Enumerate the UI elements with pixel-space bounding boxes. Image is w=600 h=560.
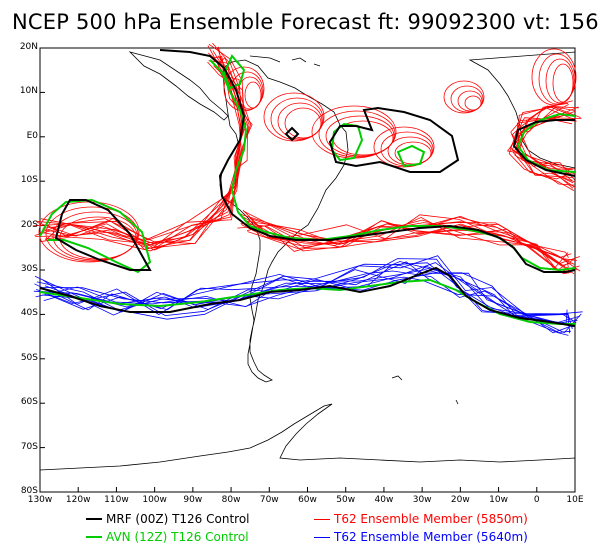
lon-tick-label: 60w <box>298 495 317 505</box>
legend-item-t62-5640: T62 Ensemble Member (5640m) <box>314 529 528 545</box>
legend-label-t62-5640: T62 Ensemble Member (5640m) <box>334 530 528 544</box>
mrf-contours <box>39 49 576 327</box>
lon-tick-label: 50w <box>336 495 356 505</box>
t62-5850-cell <box>244 81 262 109</box>
legend-label-mrf: MRF (00Z) T126 Control <box>106 512 250 526</box>
legend-item-t62-5850: T62 Ensemble Member (5850m) <box>314 511 528 527</box>
legend-swatch-avn <box>86 536 102 538</box>
mrf-5850-cell-north <box>328 106 460 173</box>
legend-label-t62-5850: T62 Ensemble Member (5850m) <box>334 512 528 526</box>
lat-tick-label: 70S <box>20 441 38 452</box>
legend-item-mrf: MRF (00Z) T126 Control <box>86 511 250 527</box>
lon-tick-label: 100w <box>142 495 167 505</box>
lon-tick-label: 90w <box>183 495 203 505</box>
legend-swatch-t62-5850 <box>314 518 330 520</box>
t62-5850-cell <box>52 211 138 261</box>
lat-tick-label: 60S <box>20 397 38 408</box>
t62-5850-member-line <box>240 223 580 273</box>
t62-5850-member-line <box>514 106 575 181</box>
t62-5850-member-line <box>520 102 575 170</box>
mrf-5640-line <box>39 266 576 327</box>
lat-tick-label: 10S <box>20 175 38 186</box>
lon-tick-label: 120w <box>65 495 91 505</box>
t62-5850-cell <box>457 90 483 112</box>
t62-5850-cell <box>325 115 395 157</box>
lat-tick-label: 40S <box>20 308 38 319</box>
t62-5850-cell <box>538 53 576 105</box>
avn-5640-line <box>39 278 575 325</box>
lon-tick-label: 20w <box>450 495 470 505</box>
t62-5850-cell <box>223 66 265 112</box>
t62-5850-cell <box>45 206 139 262</box>
legend-swatch-mrf <box>86 518 102 520</box>
lat-tick-label: E0 <box>26 130 38 141</box>
t62-5850-member-line <box>508 106 581 191</box>
lon-tick-label: 130w <box>27 495 53 505</box>
lon-tick-label: 10E <box>566 495 584 505</box>
avn-5850-blob-2 <box>396 144 426 168</box>
mrf-5850-line <box>159 49 576 273</box>
lat-tick-label: 50S <box>20 352 38 363</box>
mrf-5850-cell-west <box>54 199 152 271</box>
plot-frame <box>39 47 576 493</box>
t62-5850-cell <box>443 80 485 114</box>
south-georgia <box>391 375 459 405</box>
lon-tick-label: 80w <box>221 495 241 505</box>
t62-5850-cell <box>545 58 575 104</box>
legend-label-avn: AVN (12Z) T126 Control <box>106 530 249 544</box>
lon-tick-label: 10w <box>489 495 508 505</box>
t62-5850-member-line <box>244 219 571 275</box>
t62-5850-cell <box>464 95 482 111</box>
avn-5850-cell-west <box>39 198 152 274</box>
legend-swatch-t62-5640 <box>314 536 330 538</box>
t62-5640-member-line <box>35 258 568 324</box>
lon-tick-label: 40w <box>374 495 394 505</box>
t62-5850-member-line <box>40 46 246 252</box>
t62-5850-member-line <box>245 216 575 275</box>
t62-5850-cell <box>531 48 577 106</box>
t62-5850-cell <box>552 63 574 103</box>
lon-tick-label: 0 <box>533 495 540 505</box>
t62-5640-contours <box>33 255 583 336</box>
t62-5850-cell <box>284 107 322 139</box>
lat-tick-label: 20N <box>19 42 38 52</box>
lon-tick-label: 110w <box>104 495 129 505</box>
lon-tick-label: 30w <box>412 495 432 505</box>
lat-tick-label: 10N <box>19 86 38 97</box>
lat-tick-label: 80S <box>20 486 38 496</box>
t62-5850-cell <box>277 102 323 140</box>
lon-tick-label: 70w <box>259 495 279 505</box>
t62-5850-cell <box>450 85 484 113</box>
lat-tick-label: 30S <box>20 264 38 274</box>
lat-tick-label: 20S <box>20 219 38 230</box>
caribbean-islands <box>249 55 321 67</box>
map-title: NCEP 500 hPa Ensemble Forecast ft: 99092… <box>12 10 600 34</box>
mrf-5850-cell-east <box>512 119 576 177</box>
t62-5850-cell <box>237 76 263 110</box>
t62-5850-cell <box>263 92 325 142</box>
t62-5850-cell <box>230 71 264 111</box>
central-america-coast <box>128 51 229 121</box>
mrf-5850-blob <box>284 126 300 142</box>
t62-5850-member-line <box>517 100 574 178</box>
t62-5850-member-line <box>511 107 577 183</box>
legend-item-avn: AVN (12Z) T126 Control <box>86 529 249 545</box>
t62-5850-cell <box>270 97 324 141</box>
antarctica-coast <box>39 403 576 493</box>
